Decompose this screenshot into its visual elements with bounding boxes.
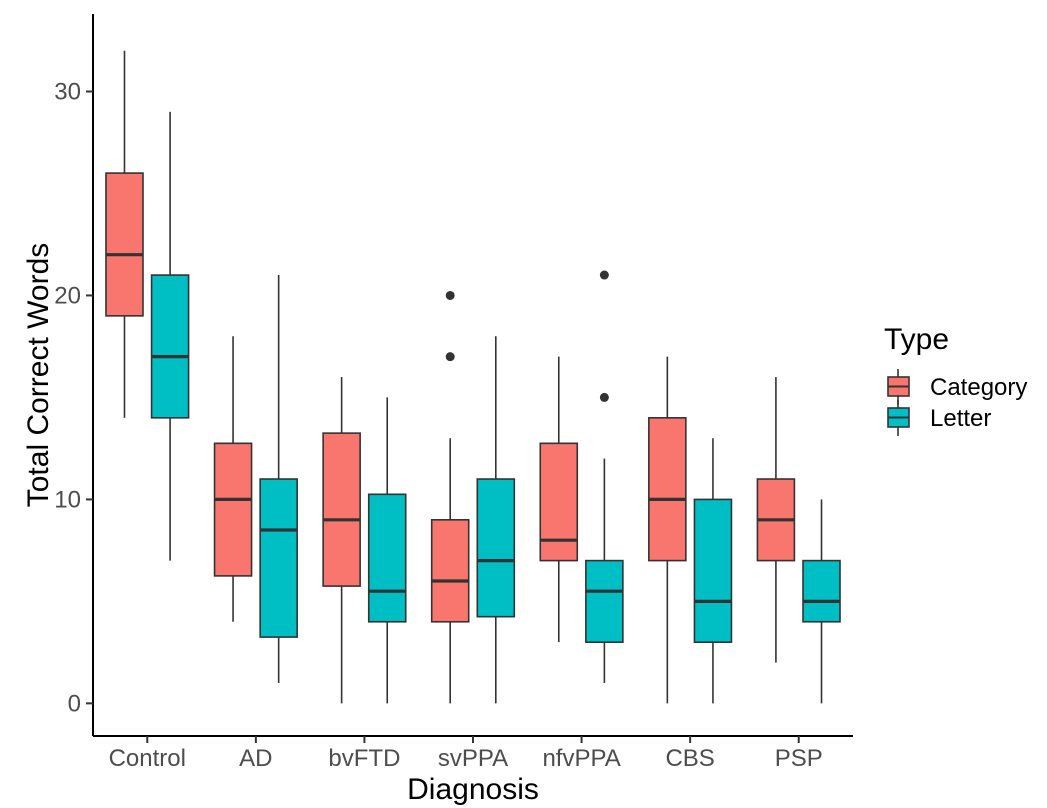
outlier-point [445,290,455,300]
x-axis-title: Diagnosis [407,773,539,806]
x-tick-label: svPPA [438,745,508,772]
box-svppa-letter [476,336,516,704]
box-nfvppa-letter [585,270,624,683]
box-ad-letter [259,275,298,683]
y-axis-title: Total Correct Words [22,243,55,508]
box-iqr [648,417,687,562]
y-tick-label: 20 [54,282,81,309]
box-iqr [259,478,298,638]
axes [92,14,853,737]
legend-title: Type [884,323,949,356]
box-bvftd-category [322,377,361,704]
box-svppa-category [430,290,470,704]
box-iqr [539,442,579,562]
box-iqr [150,274,190,419]
outlier-point [599,270,609,280]
box-ad-category [213,336,253,622]
box-control-category [105,50,144,418]
box-iqr [585,559,624,643]
box-bvftd-letter [367,397,407,704]
box-iqr [693,498,733,643]
box-iqr [213,442,253,577]
y-tick-label: 30 [54,79,81,106]
legend-key-letter [887,400,910,436]
box-iqr [802,559,841,623]
box-iqr [476,478,516,618]
box-psp-letter [802,499,841,704]
x-tick-label: CBS [665,745,714,772]
x-tick-label: PSP [775,745,823,772]
box-cbs-category [648,356,687,704]
box-iqr [105,172,144,317]
outlier-point [445,352,455,362]
x-ticks: Control AD bvFTD svPPA nfvPPA CBS PSP [109,736,823,772]
legend: Type Category Letter [884,323,1027,436]
x-tick-label: Control [109,745,186,772]
x-tick-label: nfvPPA [542,745,620,772]
legend-label: Category [930,374,1027,401]
x-tick-label: AD [239,745,272,772]
plot-area [105,50,841,704]
box-iqr [322,432,361,587]
box-iqr [367,493,407,623]
y-tick-label: 10 [54,486,81,513]
y-ticks: 0 10 20 30 [54,79,93,717]
box-iqr [430,519,470,623]
outlier-point [599,392,609,402]
box-cbs-letter [693,438,733,704]
y-tick-label: 0 [68,690,81,717]
box-psp-category [756,377,796,663]
box-control-letter [150,111,190,561]
legend-key-category [887,369,910,405]
box-nfvppa-category [539,356,579,643]
legend-label: Letter [930,405,991,432]
x-tick-label: bvFTD [328,745,400,772]
